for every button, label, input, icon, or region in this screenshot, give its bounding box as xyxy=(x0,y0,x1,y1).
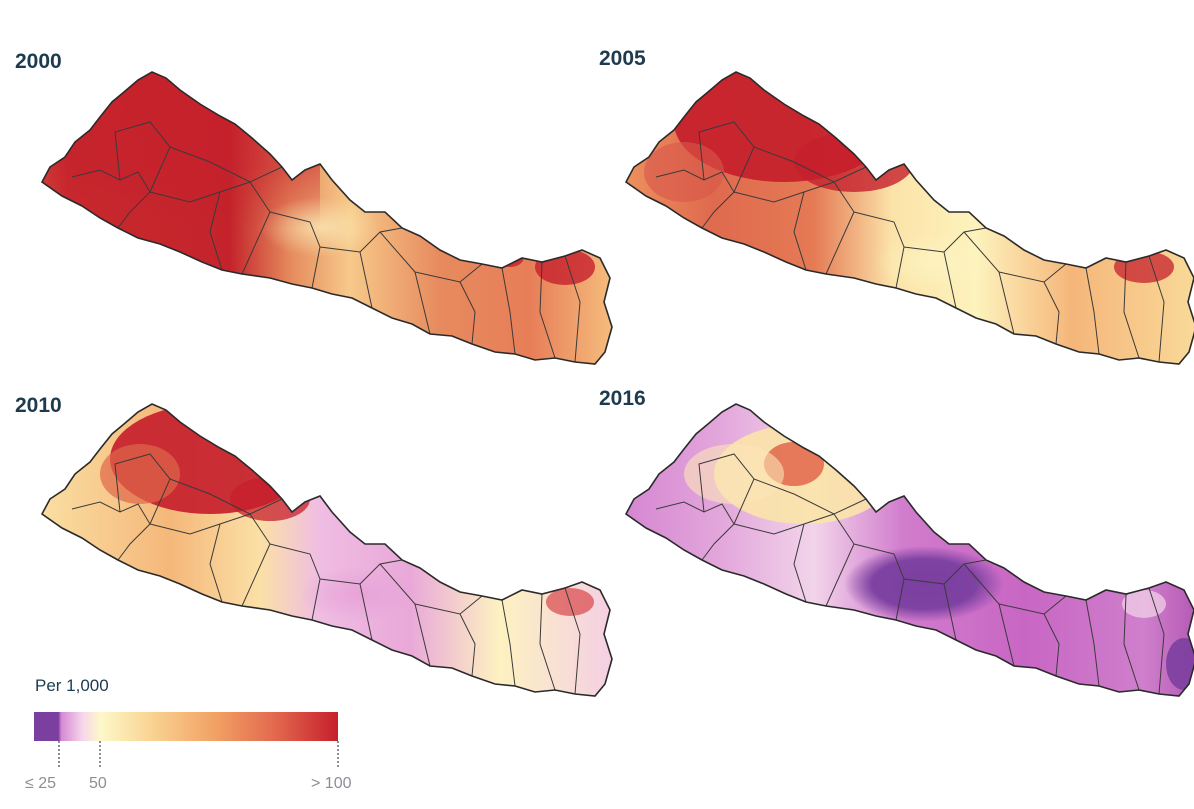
panel-title-2016: 2016 xyxy=(599,387,646,410)
map-2000 xyxy=(41,71,613,365)
map-2005 xyxy=(625,71,1194,365)
map-2010 xyxy=(41,403,613,697)
legend-marker-high xyxy=(337,741,339,767)
panel-title-2000: 2000 xyxy=(15,50,62,73)
legend-tick-high: > 100 xyxy=(311,775,352,792)
legend-marker-mid xyxy=(99,741,101,767)
legend-marker-low xyxy=(58,741,60,767)
legend-title: Per 1,000 xyxy=(35,676,109,695)
panel-title-2010: 2010 xyxy=(15,394,62,417)
map-2016 xyxy=(625,403,1194,697)
legend-color-bar xyxy=(34,712,338,741)
legend-tick-low: ≤ 25 xyxy=(25,775,57,792)
panel-title-2005: 2005 xyxy=(599,47,646,70)
legend-tick-mid: 50 xyxy=(89,775,107,792)
